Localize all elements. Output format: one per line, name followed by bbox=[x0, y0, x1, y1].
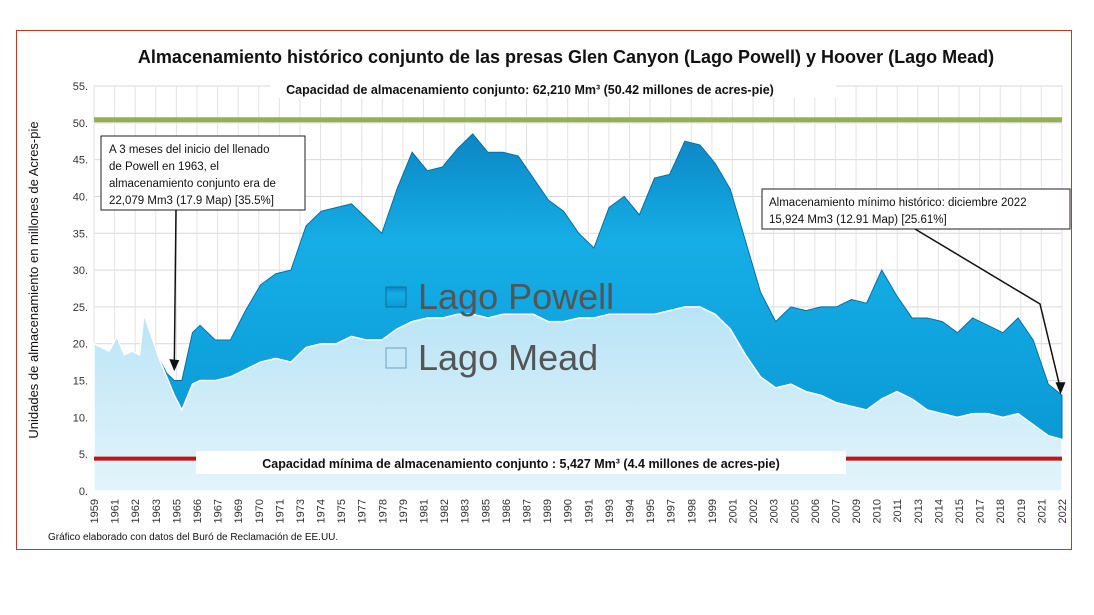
x-tick-label: 1985 bbox=[480, 499, 492, 523]
legend-label-powell: Lago Powell bbox=[418, 276, 614, 317]
x-tick-label: 2010 bbox=[872, 499, 884, 523]
y-axis-label: Unidades de almacenamiento en millones d… bbox=[26, 121, 41, 438]
x-tick-label: 1995 bbox=[645, 499, 657, 523]
annotation-1963-line: almacenamiento conjunto era de bbox=[109, 178, 276, 190]
x-tick-label: 1961 bbox=[110, 499, 122, 523]
x-axis-ticks: 1959 1961 1962 1963 1965 1966 1967 1969 1970 1971… bbox=[89, 499, 1069, 523]
annotation-1963-line: A 3 meses del inicio del llenado bbox=[109, 144, 269, 156]
x-tick-label: 1993 bbox=[604, 499, 616, 523]
chart-title: Almacenamiento histórico conjunto de las… bbox=[138, 47, 994, 67]
x-tick-label: 2017 bbox=[975, 499, 987, 523]
legend-swatch-mead bbox=[385, 347, 407, 369]
x-tick-label: 1991 bbox=[583, 499, 595, 523]
x-tick-label: 1999 bbox=[707, 499, 719, 523]
x-tick-label: 1994 bbox=[624, 499, 636, 523]
x-tick-label: 2019 bbox=[1016, 499, 1028, 523]
y-tick-label: 40. bbox=[73, 191, 88, 203]
y-tick-label: 50. bbox=[73, 118, 88, 130]
legend-label-mead: Lago Mead bbox=[418, 337, 598, 378]
annotations: A 3 meses del inicio del llenado de Powel… bbox=[100, 135, 1071, 395]
x-tick-label: 1965 bbox=[171, 499, 183, 523]
x-tick-label: 2002 bbox=[748, 499, 760, 523]
x-tick-label: 1989 bbox=[542, 499, 554, 523]
area-series bbox=[93, 133, 1063, 492]
x-tick-label: 2001 bbox=[727, 499, 739, 523]
y-tick-label: 55. bbox=[73, 81, 88, 93]
annotation-1963-line: 22,079 Mm3 (17.9 Map) [35.5%] bbox=[109, 195, 274, 207]
x-tick-label: 2014 bbox=[933, 499, 945, 523]
x-tick-label: 2006 bbox=[810, 499, 822, 523]
x-tick-label: 1971 bbox=[274, 499, 286, 523]
y-axis-ticks: 0. 5. 10. 15. 20. 25. 30. 35. 40. 45. 50. 55. bbox=[73, 81, 88, 498]
y-tick-label: 5. bbox=[79, 449, 88, 461]
x-tick-label: 1998 bbox=[686, 499, 698, 523]
x-tick-label: 2022 bbox=[1057, 499, 1069, 523]
chart-frame bbox=[16, 30, 1072, 550]
capacity-min-label-bg bbox=[196, 451, 846, 474]
x-tick-label: 2018 bbox=[995, 499, 1007, 523]
y-tick-label: 35. bbox=[73, 228, 88, 240]
annotation-box-2022 bbox=[761, 188, 1071, 230]
x-tick-label: 2009 bbox=[851, 499, 863, 523]
x-tick-label: 1979 bbox=[398, 499, 410, 523]
y-tick-label: 15. bbox=[73, 376, 88, 388]
x-tick-label: 1977 bbox=[357, 499, 369, 523]
annotation-2022-arrow bbox=[914, 228, 1062, 390]
x-tick-label: 1981 bbox=[419, 499, 431, 523]
x-tick-label: 1967 bbox=[213, 499, 225, 523]
x-tick-label: 1973 bbox=[295, 499, 307, 523]
y-tick-label: 30. bbox=[73, 265, 88, 277]
x-tick-label: 1966 bbox=[192, 499, 204, 523]
y-tick-label: 0. bbox=[79, 486, 88, 498]
x-tick-label: 1975 bbox=[336, 499, 348, 523]
y-tick-label: 45. bbox=[73, 155, 88, 167]
reference-lines: Capacidad de almacenamiento conjunto: 62… bbox=[94, 80, 1062, 474]
x-tick-label: 1982 bbox=[439, 499, 451, 523]
annotation-1963-line: de Powell en 1963, el bbox=[109, 161, 219, 173]
x-tick-label: 2021 bbox=[1036, 499, 1048, 523]
capacity-min-label: Capacidad mínima de almacenamiento conju… bbox=[262, 457, 780, 471]
x-tick-label: 2005 bbox=[789, 499, 801, 523]
y-tick-label: 25. bbox=[73, 302, 88, 314]
x-tick-label: 1978 bbox=[377, 499, 389, 523]
x-tick-label: 2011 bbox=[892, 499, 904, 523]
x-tick-label: 1987 bbox=[522, 499, 534, 523]
annotation-1963-arrow bbox=[173, 209, 177, 368]
x-tick-label: 1963 bbox=[151, 499, 163, 523]
annotation-box-1963 bbox=[100, 135, 306, 211]
legend-swatch-powell bbox=[385, 286, 407, 308]
x-tick-label: 1986 bbox=[501, 499, 513, 523]
x-tick-label: 1959 bbox=[89, 499, 101, 523]
x-tick-label: 2015 bbox=[954, 499, 966, 523]
x-tick-label: 1962 bbox=[130, 499, 142, 523]
x-tick-label: 1969 bbox=[233, 499, 245, 523]
source-note: Gráfico elaborado con datos del Buró de … bbox=[48, 532, 338, 543]
x-tick-label: 1997 bbox=[666, 499, 678, 523]
legend: Lago Powell Lago Mead bbox=[385, 276, 614, 378]
annotation-2022-line: 15,924 Mm3 (12.91 Map) [25.61%] bbox=[769, 214, 947, 226]
annotation-2022-arrowhead bbox=[1055, 382, 1066, 395]
x-tick-label: 1983 bbox=[460, 499, 472, 523]
annotation-2022-line: Almacenamiento mínimo histórico: diciemb… bbox=[769, 197, 1027, 209]
x-tick-label: 2003 bbox=[769, 499, 781, 523]
capacity-max-label: Capacidad de almacenamiento conjunto: 62… bbox=[286, 83, 774, 97]
x-tick-label: 2013 bbox=[913, 499, 925, 523]
annotation-1963-arrowhead bbox=[169, 359, 180, 372]
capacity-max-label-bg bbox=[270, 80, 836, 98]
x-tick-label: 1990 bbox=[563, 499, 575, 523]
x-tick-label: 2007 bbox=[830, 499, 842, 523]
y-tick-label: 10. bbox=[73, 412, 88, 424]
y-tick-label: 20. bbox=[73, 339, 88, 351]
series-area-mead bbox=[93, 306, 1063, 492]
x-tick-label: 1970 bbox=[254, 499, 266, 523]
x-tick-label: 1974 bbox=[316, 499, 328, 523]
